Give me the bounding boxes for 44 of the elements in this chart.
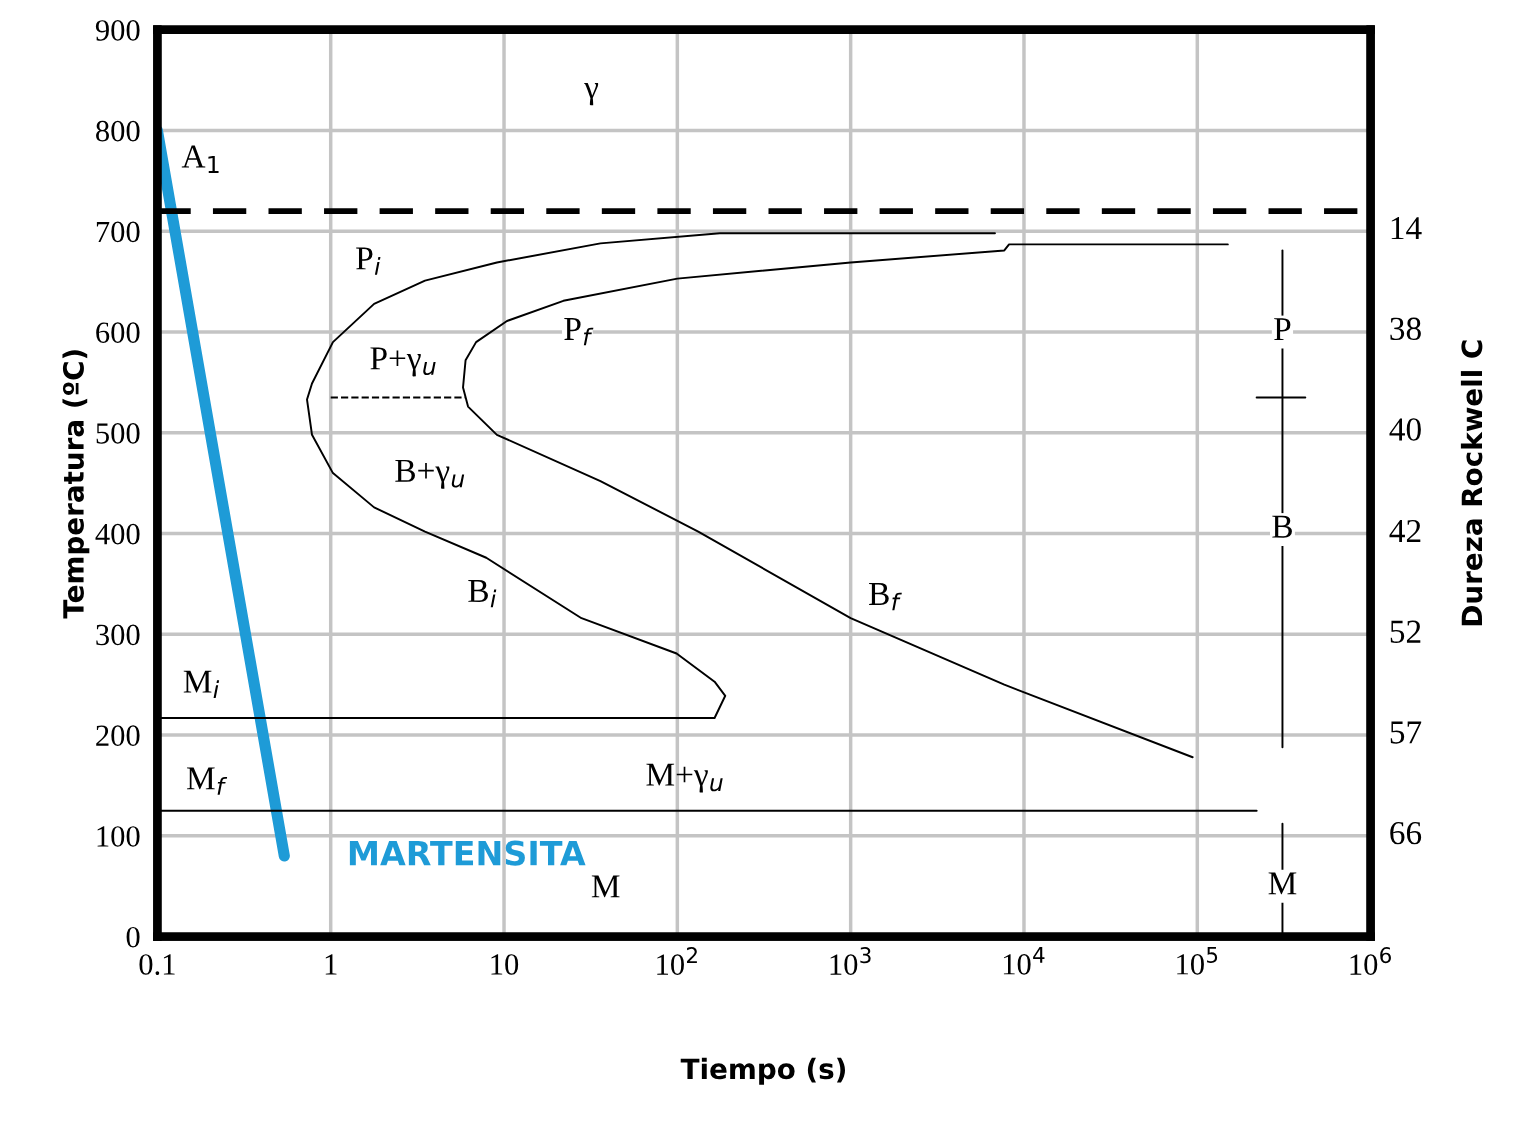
x-tick-label: 10$^{3}$ bbox=[830, 947, 871, 975]
text: 40 bbox=[1389, 418, 1421, 441]
annotation: M bbox=[591, 875, 620, 898]
x-tick-label: 10$^{2}$ bbox=[657, 947, 697, 975]
series-label: MARTENSITA bbox=[349, 840, 586, 866]
y-tick-label: 900 bbox=[95, 20, 140, 41]
x-tick-label: 10$^{6}$ bbox=[1350, 947, 1391, 975]
text: 38 bbox=[1390, 317, 1421, 341]
text: 52 bbox=[1390, 620, 1421, 643]
text: 57 bbox=[1390, 721, 1422, 744]
annotation: P$_{i}$ bbox=[356, 247, 381, 275]
annotation: A$_{1}$ bbox=[181, 145, 219, 173]
x-tick-label: 10$^{4}$ bbox=[1003, 947, 1045, 975]
annotation: P+γ$_{u}$ bbox=[370, 347, 436, 377]
y-tick-label: 700 bbox=[96, 221, 140, 243]
y-tick-label: 600 bbox=[96, 322, 140, 343]
x-tick-label: 10 bbox=[491, 954, 519, 975]
x-tick-label: 10$^{5}$ bbox=[1177, 947, 1218, 975]
x-tick-label: 1 bbox=[325, 954, 337, 975]
annotation: B bbox=[1272, 515, 1292, 538]
annotation: M bbox=[1268, 872, 1297, 895]
text: 66 bbox=[1390, 821, 1422, 845]
annotation: B$_{i}$ bbox=[468, 580, 497, 608]
text: 42 bbox=[1389, 519, 1421, 542]
y-tick-label: 100 bbox=[97, 826, 140, 847]
y-tick-label: 500 bbox=[96, 423, 140, 444]
y-tick-label: 300 bbox=[96, 624, 140, 646]
y-tick-label: 800 bbox=[96, 120, 140, 142]
x-tick-label: 0.1 bbox=[139, 954, 175, 975]
y-tick-label: 200 bbox=[96, 725, 140, 746]
annotation: B$_{f}$ bbox=[869, 583, 902, 611]
text: 14 bbox=[1391, 217, 1422, 240]
annotation: B+γ$_{u}$ bbox=[395, 459, 465, 489]
annotation: M$_{i}$ bbox=[183, 670, 220, 699]
y-axis-title: Temperatura (ºC) bbox=[62, 350, 90, 619]
annotation: γ bbox=[584, 82, 599, 106]
annotation: P$_{f}$ bbox=[564, 318, 594, 346]
y2-axis-title: Dureza Rockwell C bbox=[1460, 340, 1483, 626]
y-tick-label: 400 bbox=[95, 523, 140, 545]
annotation: M$_{f}$ bbox=[186, 767, 228, 795]
y-tick-label: 0 bbox=[126, 926, 140, 948]
annotation: P bbox=[1274, 318, 1291, 341]
x-axis-title: Tiempo (s) bbox=[680, 1057, 846, 1085]
annotation: M+γ$_{u}$ bbox=[646, 763, 723, 793]
